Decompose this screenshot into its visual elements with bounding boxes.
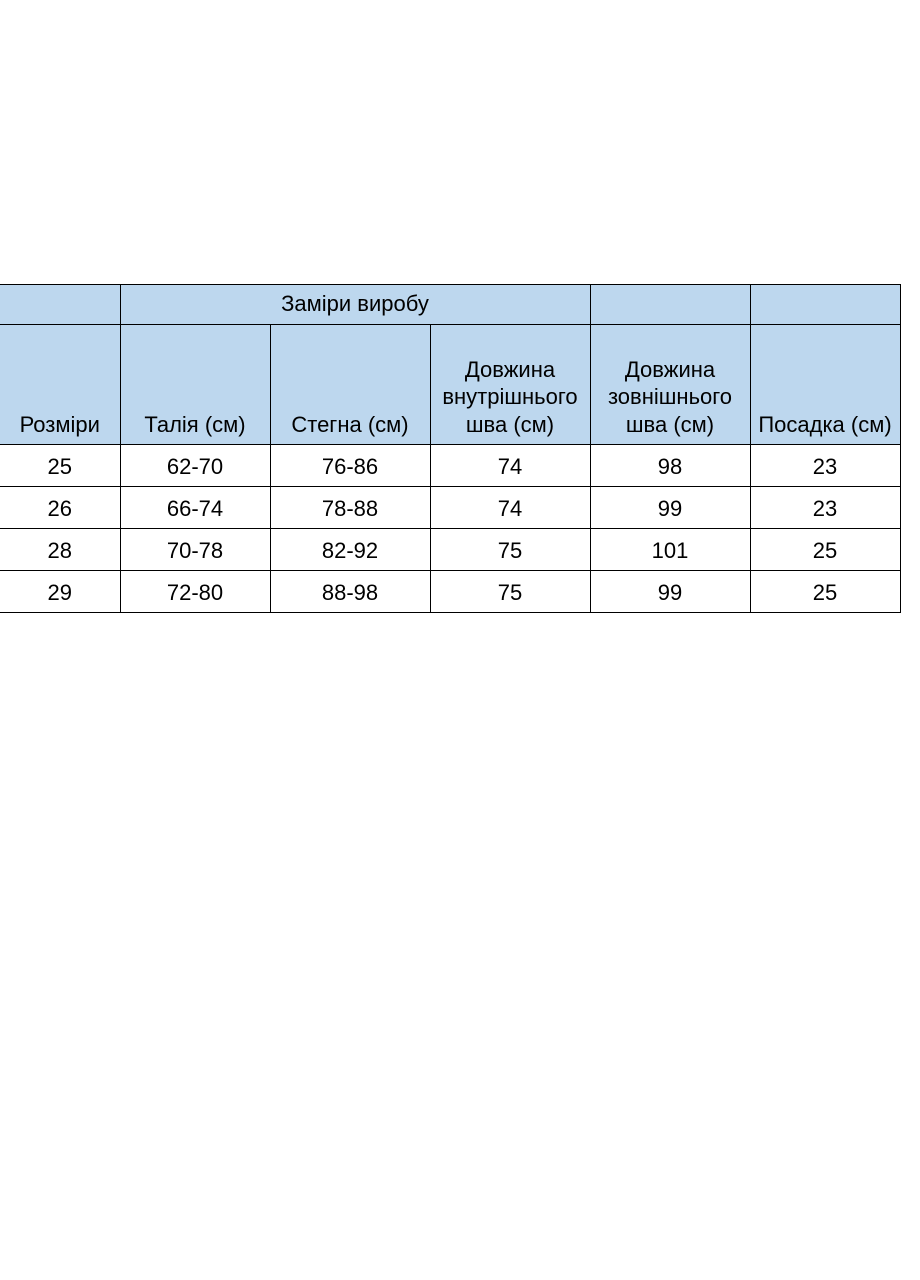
- size-table-wrap: Заміри виробу Розміри Талія (см) Стегна …: [0, 284, 900, 613]
- table-row: 26 66-74 78-88 74 99 23: [0, 487, 900, 529]
- cell-rise: 23: [750, 445, 900, 487]
- table-row: 28 70-78 82-92 75 101 25: [0, 529, 900, 571]
- cell-waist: 70-78: [120, 529, 270, 571]
- header-group-label: Заміри виробу: [120, 285, 590, 325]
- cell-rise: 25: [750, 529, 900, 571]
- col-header-hips: Стегна (см): [270, 325, 430, 445]
- table-row: 25 62-70 76-86 74 98 23: [0, 445, 900, 487]
- cell-inseam: 74: [430, 445, 590, 487]
- cell-size: 25: [0, 445, 120, 487]
- cell-hips: 82-92: [270, 529, 430, 571]
- cell-size: 28: [0, 529, 120, 571]
- col-header-rise: Посадка (см): [750, 325, 900, 445]
- cell-waist: 66-74: [120, 487, 270, 529]
- col-header-size: Розміри: [0, 325, 120, 445]
- table-row: 29 72-80 88-98 75 99 25: [0, 571, 900, 613]
- cell-size: 29: [0, 571, 120, 613]
- cell-hips: 78-88: [270, 487, 430, 529]
- header-blank-1: [590, 285, 750, 325]
- cell-size: 26: [0, 487, 120, 529]
- header-row-columns: Розміри Талія (см) Стегна (см) Довжина в…: [0, 325, 900, 445]
- cell-outseam: 98: [590, 445, 750, 487]
- cell-waist: 72-80: [120, 571, 270, 613]
- header-blank-0: [0, 285, 120, 325]
- col-header-inseam: Довжина внутрішнього шва (см): [430, 325, 590, 445]
- cell-hips: 88-98: [270, 571, 430, 613]
- cell-outseam: 101: [590, 529, 750, 571]
- size-table: Заміри виробу Розміри Талія (см) Стегна …: [0, 284, 901, 613]
- cell-inseam: 74: [430, 487, 590, 529]
- page: Заміри виробу Розміри Талія (см) Стегна …: [0, 0, 920, 1280]
- cell-inseam: 75: [430, 571, 590, 613]
- cell-rise: 25: [750, 571, 900, 613]
- header-row-group: Заміри виробу: [0, 285, 900, 325]
- header-blank-2: [750, 285, 900, 325]
- cell-hips: 76-86: [270, 445, 430, 487]
- cell-outseam: 99: [590, 487, 750, 529]
- cell-inseam: 75: [430, 529, 590, 571]
- cell-outseam: 99: [590, 571, 750, 613]
- col-header-outseam: Довжина зовнішнього шва (см): [590, 325, 750, 445]
- cell-rise: 23: [750, 487, 900, 529]
- col-header-waist: Талія (см): [120, 325, 270, 445]
- cell-waist: 62-70: [120, 445, 270, 487]
